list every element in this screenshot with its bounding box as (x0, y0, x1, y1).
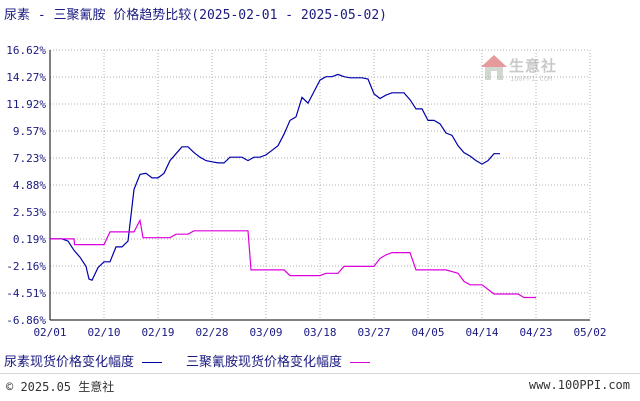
copyright-text: © 2025.05 生意社 (6, 380, 115, 394)
y-tick-label: 0.19% (13, 233, 46, 246)
house-logo-icon (481, 55, 507, 80)
x-tick-label: 04/14 (465, 326, 498, 339)
series-lines (50, 73, 536, 299)
x-tick-label: 04/05 (411, 326, 444, 339)
x-tick-label: 02/10 (87, 326, 120, 339)
x-tick-label: 03/09 (249, 326, 282, 339)
y-tick-label: 9.57% (13, 125, 46, 138)
legend-label-melamine: 三聚氰胺现货价格变化幅度 (186, 355, 343, 370)
legend-swatch-melamine (350, 362, 371, 363)
watermark-name: 生意社 (509, 57, 558, 75)
x-tick-label: 02/28 (195, 326, 228, 339)
series-line-urea (50, 73, 500, 281)
watermark: 生意社 100PPI.COM (480, 53, 556, 87)
y-tick-label: 2.53% (13, 206, 46, 219)
axes: 16.62% 14.27% 11.92% 9.57% 7.23% 4.88% 2.53% 0.… (6, 44, 606, 339)
x-tick-label: 03/27 (357, 326, 390, 339)
y-tick-label: 16.62% (6, 44, 46, 57)
y-tick-label: -6.86% (6, 314, 46, 327)
x-tick-label: 02/01 (33, 326, 66, 339)
price-trend-chart: 16.62% 14.27% 11.92% 9.57% 7.23% 4.88% 2.53% 0.… (6, 44, 606, 339)
x-tick-label: 02/19 (141, 326, 174, 339)
footer: © 2025.05 生意社 www.100PPI.com (0, 373, 640, 401)
legend: 尿素现货价格变化幅度 三聚氰胺现货价格变化幅度 (4, 351, 394, 370)
chart-title: 尿素 - 三聚氰胺 价格趋势比较(2025-02-01 - 2025-05-02… (4, 8, 387, 23)
grid (49, 49, 591, 321)
x-tick-label: 05/02 (573, 326, 606, 339)
site-link[interactable]: www.100PPI.com (528, 378, 630, 392)
y-tick-label: 4.88% (13, 179, 46, 192)
legend-swatch-urea (142, 362, 163, 363)
legend-label-urea: 尿素现货价格变化幅度 (4, 355, 135, 370)
x-tick-label: 04/23 (519, 326, 552, 339)
y-tick-label: -2.16% (6, 260, 46, 273)
y-tick-label: 7.23% (13, 152, 46, 165)
y-tick-label: 11.92% (6, 98, 46, 111)
x-tick-label: 03/18 (303, 326, 336, 339)
y-tick-label: 14.27% (6, 71, 46, 84)
y-tick-label: -4.51% (6, 287, 46, 300)
watermark-url: 100PPI.COM (510, 75, 553, 83)
series-line-melamine (50, 218, 536, 299)
